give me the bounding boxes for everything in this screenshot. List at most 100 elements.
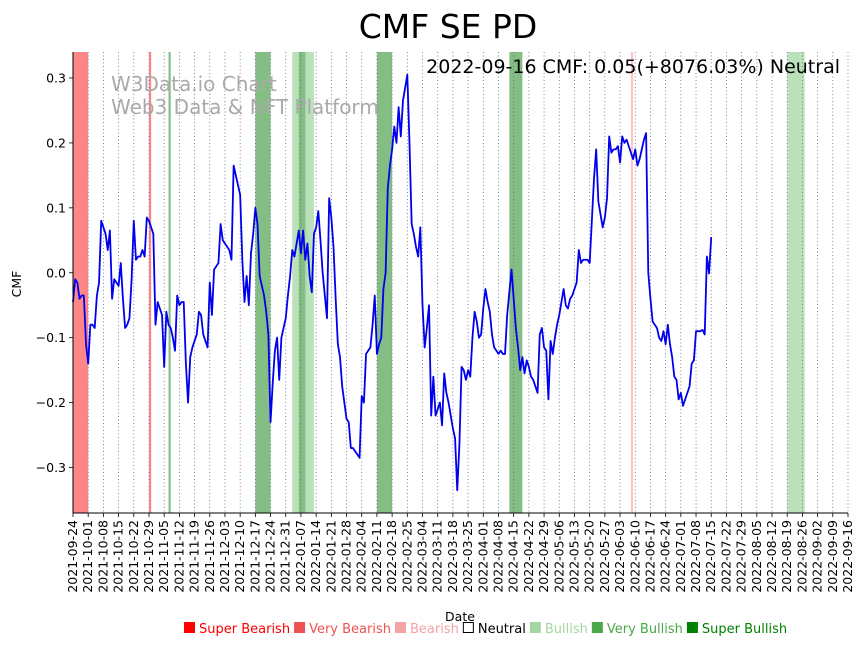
x-tick-label: 2021-10-29: [141, 520, 156, 593]
x-tick-label: 2022-06-03: [612, 520, 627, 593]
x-tick-label: 2022-06-10: [627, 520, 642, 593]
x-tick-label: 2021-10-01: [80, 520, 95, 593]
x-tick-label: 2022-07-15: [703, 520, 718, 593]
region-band-bullish: [292, 52, 301, 513]
legend-swatch: [184, 622, 195, 633]
x-tick-label: 2022-01-21: [323, 520, 338, 593]
x-tick-label: 2022-09-09: [825, 520, 840, 593]
x-tick-label: 2022-01-28: [339, 520, 354, 593]
cmf-line: [72, 73, 713, 492]
x-tick-label: 2022-03-25: [460, 520, 475, 593]
x-tick-label: 2021-12-24: [263, 520, 278, 593]
x-tick-label: 2022-07-01: [673, 520, 688, 593]
x-tick-label: 2022-02-18: [384, 520, 399, 593]
x-tick-label: 2022-02-04: [354, 520, 369, 593]
x-tick-label: 2022-08-12: [764, 520, 779, 593]
x-tick-label: 2021-10-22: [126, 520, 141, 593]
y-tick-label: 0.2: [46, 135, 66, 150]
region-band-very_bullish: [509, 52, 523, 513]
watermark-line: W3Data.io Chart: [111, 72, 277, 96]
region-band-very_bullish: [168, 52, 171, 513]
legend-item-neutral: Neutral: [462, 622, 526, 637]
chart-title: CMF SE PD: [359, 7, 538, 46]
x-tick-label: 2022-02-11: [369, 520, 384, 593]
x-tick-label: 2021-10-08: [95, 520, 110, 593]
x-tick-label: 2022-09-02: [810, 520, 825, 593]
y-tick-label: −0.1: [36, 330, 66, 345]
x-tick-label: 2021-10-15: [111, 520, 126, 593]
legend-label: Bullish: [545, 622, 588, 637]
latest-value-annotation: 2022-09-16 CMF: 0.05(+8076.03%) Neutral: [426, 56, 840, 78]
legend-item-bearish: Bearish: [394, 622, 459, 637]
x-tick-label: 2021-12-31: [278, 520, 293, 593]
x-tick-label: 2022-03-11: [430, 520, 445, 593]
y-tick-label: −0.3: [36, 460, 66, 475]
region-band-bearish: [630, 52, 634, 513]
legend-label: Neutral: [478, 622, 526, 637]
legend: Super Bearish Very Bearish Bearish Neutral B…: [184, 622, 787, 637]
x-tick-label: 2022-05-27: [597, 520, 612, 593]
x-tick-label: 2022-05-06: [551, 520, 566, 593]
legend-label: Very Bearish: [309, 622, 391, 637]
grid-lines: [72, 52, 849, 513]
axes: 2021-09-24 2021-10-01 2021-10-08 2021-10-15…: [36, 52, 855, 593]
legend-swatch: [529, 622, 541, 633]
region-band-bullish: [787, 52, 805, 513]
x-tick-label: 2022-03-04: [415, 520, 430, 593]
x-tick-label: 2022-01-14: [308, 520, 323, 593]
legend-swatch: [294, 622, 306, 633]
x-tick-label: 2021-11-19: [187, 520, 202, 593]
y-tick-label: 0.0: [46, 265, 66, 280]
x-tick-label: 2022-02-25: [399, 520, 414, 593]
x-tick-label: 2022-03-18: [445, 520, 460, 593]
legend-item-super_bullish: Super Bullish: [686, 622, 787, 637]
x-tick-label: 2022-06-17: [642, 520, 657, 593]
x-axis-label: Date: [445, 609, 475, 624]
watermark-line: Web3 Data & NFT Platform: [111, 95, 379, 119]
x-tick-label: 2022-04-08: [490, 520, 505, 593]
x-tick-label: 2022-08-26: [794, 520, 809, 593]
x-tick-label: 2022-07-08: [688, 520, 703, 593]
x-tick-label: 2021-11-05: [156, 520, 171, 593]
x-tick-label: 2021-12-17: [247, 520, 262, 593]
legend-item-very_bullish: Very Bullish: [591, 622, 683, 637]
region-band-very_bullish: [255, 52, 271, 513]
x-tick-label: 2022-05-20: [582, 520, 597, 593]
region-band-very_bearish: [148, 52, 152, 513]
region-band-very_bullish: [298, 52, 308, 513]
x-tick-label: 2022-07-22: [718, 520, 733, 593]
x-tick-label: 2022-05-13: [566, 520, 581, 593]
x-tick-label: 2021-11-26: [202, 520, 217, 593]
region-bands: [73, 52, 805, 513]
x-tick-label: 2022-08-05: [749, 520, 764, 593]
x-tick-label: 2021-12-10: [232, 520, 247, 593]
x-tick-label: 2022-04-15: [506, 520, 521, 593]
x-tick-label: 2021-09-24: [65, 520, 80, 593]
legend-swatch: [394, 622, 406, 633]
x-tick-label: 2022-08-19: [779, 520, 794, 593]
region-band-very_bearish: [73, 52, 89, 513]
y-tick-label: 0.1: [46, 200, 66, 215]
x-tick-label: 2022-04-29: [536, 520, 551, 593]
legend-label: Super Bearish: [199, 622, 290, 637]
legend-swatch: [686, 622, 698, 633]
x-tick-label: 2022-06-24: [658, 520, 673, 593]
legend-label: Very Bullish: [607, 622, 683, 637]
legend-swatch: [462, 622, 474, 633]
x-tick-label: 2022-04-01: [475, 520, 490, 593]
series-layer: [72, 73, 713, 492]
x-tick-label: 2022-04-22: [521, 520, 536, 593]
legend-item-super_bearish: Super Bearish: [184, 622, 290, 637]
y-tick-label: 0.3: [46, 70, 66, 85]
legend-label: Bearish: [410, 622, 459, 637]
x-tick-label: 2021-12-03: [217, 520, 232, 593]
x-tick-label: 2022-01-07: [293, 520, 308, 593]
legend-label: Super Bullish: [702, 622, 787, 637]
legend-item-very_bearish: Very Bearish: [294, 622, 391, 637]
legend-item-bullish: Bullish: [529, 622, 588, 637]
x-tick-label: 2021-11-12: [171, 520, 186, 593]
y-tick-label: −0.2: [36, 395, 66, 410]
x-tick-label: 2022-07-29: [734, 520, 749, 593]
